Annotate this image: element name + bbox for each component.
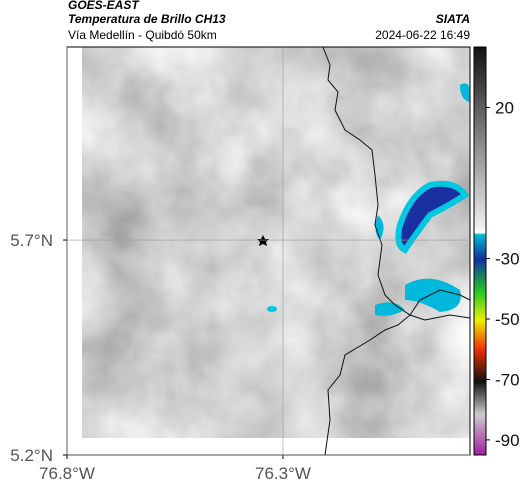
- colorbar-label: 20: [495, 98, 514, 117]
- coastline: [322, 46, 471, 456]
- cold-cloud: [395, 180, 470, 254]
- x-tick-label: 76.3°W: [255, 464, 311, 483]
- cold-cloud: [267, 306, 277, 312]
- map-image: [82, 46, 471, 456]
- cold-cloud: [375, 302, 405, 316]
- colorbar-label: -50: [495, 310, 520, 329]
- x-tick-label: 76.8°W: [39, 464, 95, 483]
- cold-cloud: [375, 215, 384, 240]
- colorbar-label: -90: [495, 431, 520, 450]
- title: GOES-EAST: [68, 0, 140, 12]
- cold-cloud: [460, 83, 470, 102]
- cold-cloud: [405, 278, 461, 312]
- source: SIATA: [436, 12, 470, 26]
- subtitle: Temperatura de Brillo CH13: [68, 12, 226, 26]
- y-tick-label: 5.7°N: [10, 231, 53, 250]
- timestamp: 2024-06-22 16:49: [375, 28, 470, 42]
- colorbar-label: -70: [495, 370, 520, 389]
- location-marker: [257, 235, 269, 246]
- colorbar: [473, 46, 487, 456]
- region: Vía Medellín - Quibdó 50km: [68, 28, 217, 42]
- y-tick-label: 5.2°N: [10, 446, 53, 465]
- header: GOES-EAST Temperatura de Brillo CH13 Vía…: [68, 0, 470, 42]
- colorbar-label: -30: [495, 250, 520, 269]
